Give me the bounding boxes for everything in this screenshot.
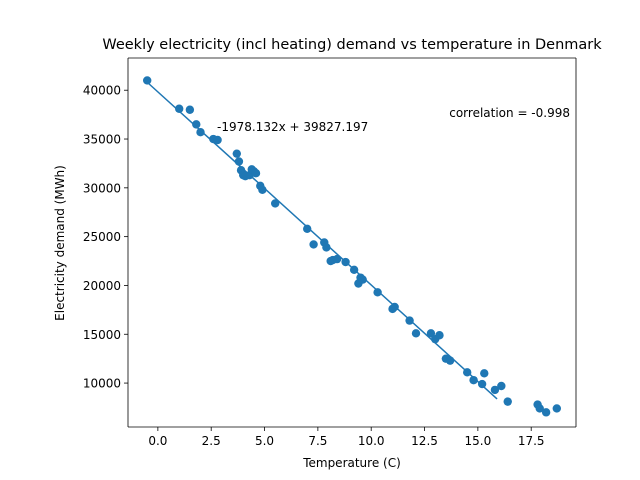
data-point [143, 76, 152, 85]
data-point [341, 257, 350, 267]
data-point [445, 356, 455, 365]
y-tick-label: 25000 [83, 230, 121, 244]
data-point [411, 329, 421, 338]
data-point [185, 105, 195, 114]
y-tick-label: 20000 [83, 279, 121, 293]
y-tick-label: 35000 [83, 133, 121, 147]
data-point [535, 404, 544, 413]
y-tick-label: 15000 [83, 328, 121, 342]
x-tick-label: 2.5 [202, 434, 221, 448]
data-point [271, 199, 280, 208]
data-point [552, 404, 561, 413]
data-point [234, 157, 244, 166]
data-point [303, 224, 312, 234]
data-point [480, 369, 489, 378]
data-point [232, 149, 241, 158]
y-axis-ticks: 10000 15000 20000 25000 30000 35000 40000 [83, 84, 128, 391]
data-point [258, 185, 267, 194]
x-tick-label: 0.0 [148, 434, 167, 448]
data-point [358, 275, 367, 284]
x-tick-label: 7.5 [308, 434, 327, 448]
data-point [309, 240, 318, 249]
data-point [541, 408, 551, 417]
data-point [497, 381, 506, 391]
data-point [332, 254, 342, 264]
y-tick-label: 30000 [83, 181, 121, 195]
data-point [405, 316, 414, 325]
x-tick-label: 10.0 [358, 434, 385, 448]
data-point [426, 329, 436, 338]
y-tick-label: 40000 [83, 84, 121, 98]
x-tick-label: 17.5 [518, 434, 545, 448]
x-axis-ticks: 0.0 2.5 5.0 7.5 10.0 12.5 15.0 17.5 [148, 427, 545, 448]
data-point [192, 120, 201, 129]
x-tick-label: 5.0 [255, 434, 274, 448]
data-point [349, 265, 359, 275]
x-axis-label: Temperature (C) [302, 456, 401, 470]
data-point [390, 302, 399, 312]
chart-title: Weekly electricity (incl heating) demand… [102, 37, 602, 53]
data-point [490, 385, 500, 395]
data-point [175, 104, 184, 113]
equation-annotation: -1978.132x + 39827.197 [217, 120, 368, 134]
y-tick-label: 10000 [83, 377, 121, 391]
y-axis-label: Electricity demand (MWh) [53, 165, 67, 321]
data-point [503, 397, 512, 406]
data-point [463, 368, 472, 377]
x-tick-label: 15.0 [465, 434, 492, 448]
data-point [435, 331, 444, 340]
x-tick-label: 12.5 [411, 434, 438, 448]
data-point [251, 168, 261, 178]
data-point [213, 135, 222, 145]
data-point [477, 379, 487, 389]
correlation-annotation: correlation = -0.998 [449, 106, 570, 120]
data-point [373, 288, 382, 297]
axes [127, 57, 577, 428]
data-points [143, 76, 561, 417]
data-point [196, 127, 205, 137]
data-point [322, 243, 331, 252]
data-point [469, 375, 478, 385]
